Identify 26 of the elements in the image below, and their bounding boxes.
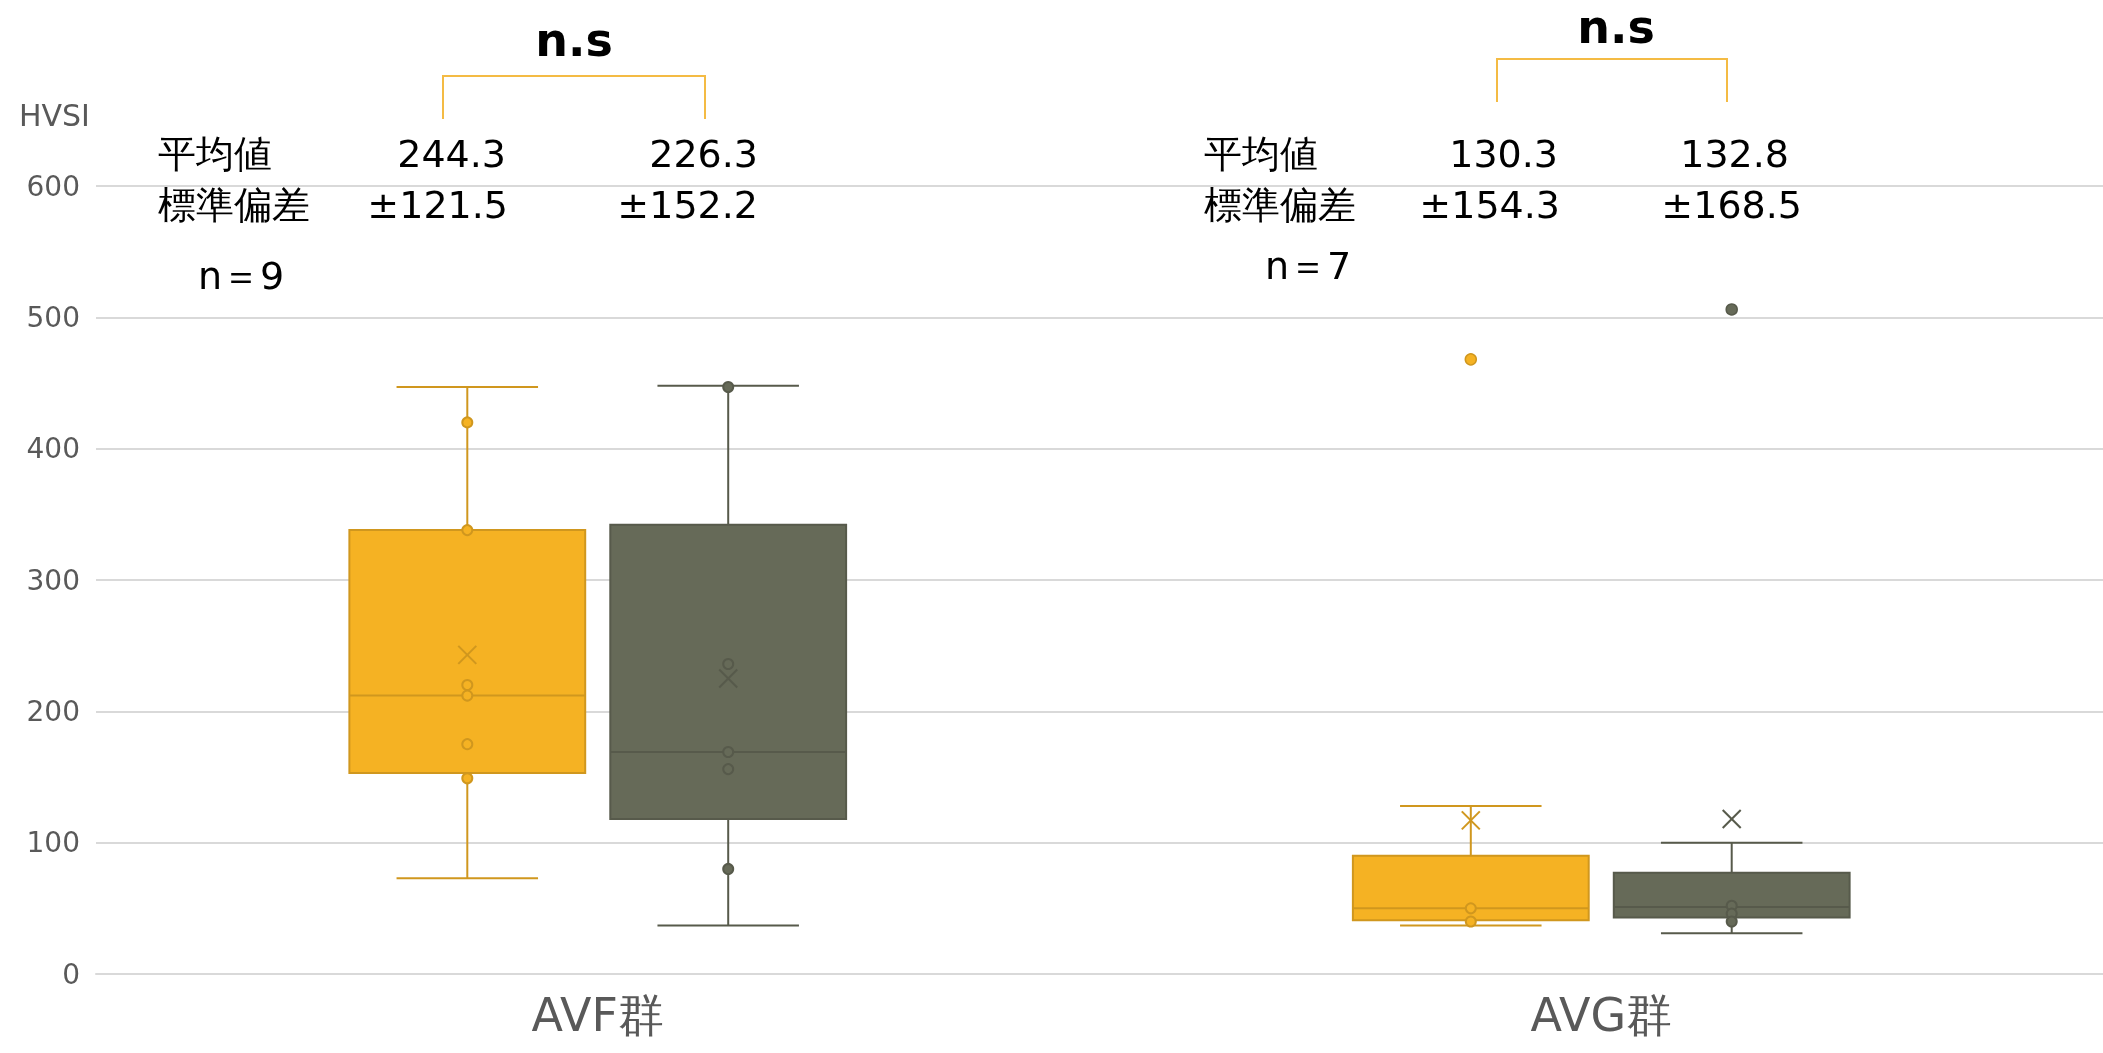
text: 226.3 [649, 132, 758, 176]
y-axis-title: HVSI [19, 97, 90, 133]
annotation: 標準偏差 [158, 183, 310, 227]
y-tick-label: 100 [26, 826, 80, 860]
text: 130.3 [1449, 132, 1558, 176]
text: 平均値 [158, 132, 272, 176]
annotation: 標準偏差 [1204, 183, 1356, 227]
annotation: n＝9 [198, 254, 285, 298]
annotation: n＝7 [1265, 244, 1352, 288]
annotation: ±168.5 [1661, 183, 1802, 227]
y-tick-label: 400 [26, 432, 80, 466]
annotation: ±154.3 [1419, 183, 1560, 227]
y-tick-label: 0 [62, 957, 80, 991]
x-tick-label: AVG群 [1530, 988, 1673, 1042]
y-tick-label: 200 [26, 694, 80, 728]
x-tick-label: AVF群 [531, 988, 664, 1042]
annotation: ±121.5 [367, 183, 508, 227]
text: 平均値 [1204, 132, 1318, 176]
text: 132.8 [1680, 132, 1789, 176]
y-tick-label: 300 [26, 563, 80, 597]
y-tick-label: 600 [26, 169, 80, 203]
text: 244.3 [397, 132, 506, 176]
annotation: ±152.2 [617, 183, 758, 227]
text: n.s [1577, 0, 1655, 54]
text: n.s [535, 13, 613, 67]
y-tick-label: 500 [26, 300, 80, 334]
